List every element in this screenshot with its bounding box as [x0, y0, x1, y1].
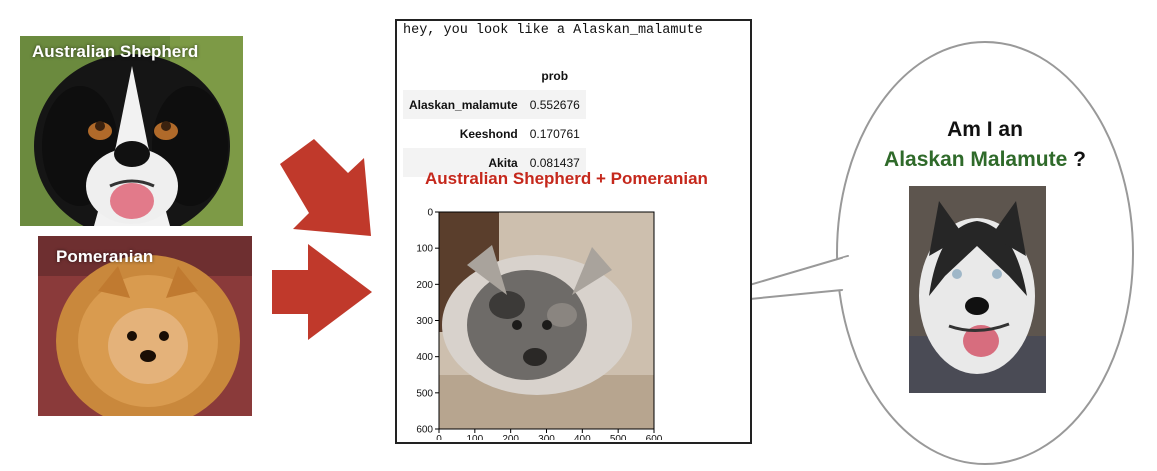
x-tick-label: 400 — [574, 434, 591, 440]
bubble-breed-name: Alaskan Malamute — [884, 148, 1068, 171]
malamute-illustration — [909, 186, 1046, 393]
x-tick-label: 600 — [646, 434, 663, 440]
y-tick-label: 0 — [427, 208, 433, 219]
arrow-diagonal — [280, 139, 371, 236]
australian-shepherd-photo: Australian Shepherd — [20, 36, 243, 226]
alaskan-malamute-photo — [909, 186, 1046, 393]
notebook-output-panel: hey, you look like a Alaskan_malamute pr… — [395, 19, 752, 444]
mix-title: Australian Shepherd + Pomeranian — [425, 169, 708, 188]
prediction-breed: Alaskan_malamute — [573, 23, 703, 38]
table-corner — [403, 61, 524, 90]
y-tick-label: 600 — [416, 425, 433, 436]
x-axis: 0 100 200 300 400 500 600 — [436, 429, 663, 440]
prob-column-header: prob — [541, 68, 569, 83]
pomeranian-photo: Pomeranian — [38, 236, 252, 416]
bubble-question: Am I an — [947, 118, 1023, 141]
prediction-prefix: hey, you look like a — [403, 23, 574, 38]
y-axis: 0 100 200 300 400 500 600 — [416, 208, 439, 436]
x-tick-label: 300 — [538, 434, 555, 440]
breed-prob: 0.081437 — [523, 148, 586, 177]
x-tick-label: 0 — [436, 434, 442, 440]
table-header-row: prob — [403, 61, 586, 90]
australian-shepherd-label: Australian Shepherd — [32, 42, 199, 61]
breed-name: Alaskan_malamute — [403, 90, 524, 119]
x-tick-label: 500 — [610, 434, 627, 440]
table-row: Akita 0.081437 — [403, 148, 586, 177]
image-plot: 0 100 200 300 400 500 600 0 100 200 300 400 500 600 — [416, 208, 663, 441]
bubble-question-mark: ? — [1073, 148, 1086, 171]
y-tick-label: 300 — [416, 316, 433, 327]
x-tick-label: 100 — [466, 434, 483, 440]
pomeranian-illustration — [38, 236, 252, 416]
breed-name: Akita — [403, 148, 524, 177]
probability-table: prob Alaskan_malamute 0.552676 Keeshond … — [403, 61, 586, 177]
bubble-answer-line: Alaskan Malamute ? — [840, 148, 1130, 172]
table-row: Alaskan_malamute 0.552676 — [403, 90, 586, 119]
breed-prob: 0.170761 — [529, 126, 580, 141]
x-tick-label: 200 — [502, 434, 519, 440]
breed-prob: 0.552676 — [523, 90, 586, 119]
y-tick-label: 400 — [416, 352, 433, 363]
table-row: Keeshond 0.170761 — [403, 119, 586, 148]
arrow-horizontal — [272, 244, 372, 340]
y-tick-label: 200 — [416, 280, 433, 291]
australian-shepherd-illustration — [20, 36, 243, 226]
breed-name: Keeshond — [459, 126, 518, 141]
pomeranian-label: Pomeranian — [56, 247, 154, 266]
y-tick-label: 100 — [416, 244, 433, 255]
mixed-dog-image — [439, 212, 654, 429]
y-tick-label: 500 — [416, 388, 433, 399]
prediction-line: hey, you look like a Alaskan_malamute — [403, 23, 703, 38]
